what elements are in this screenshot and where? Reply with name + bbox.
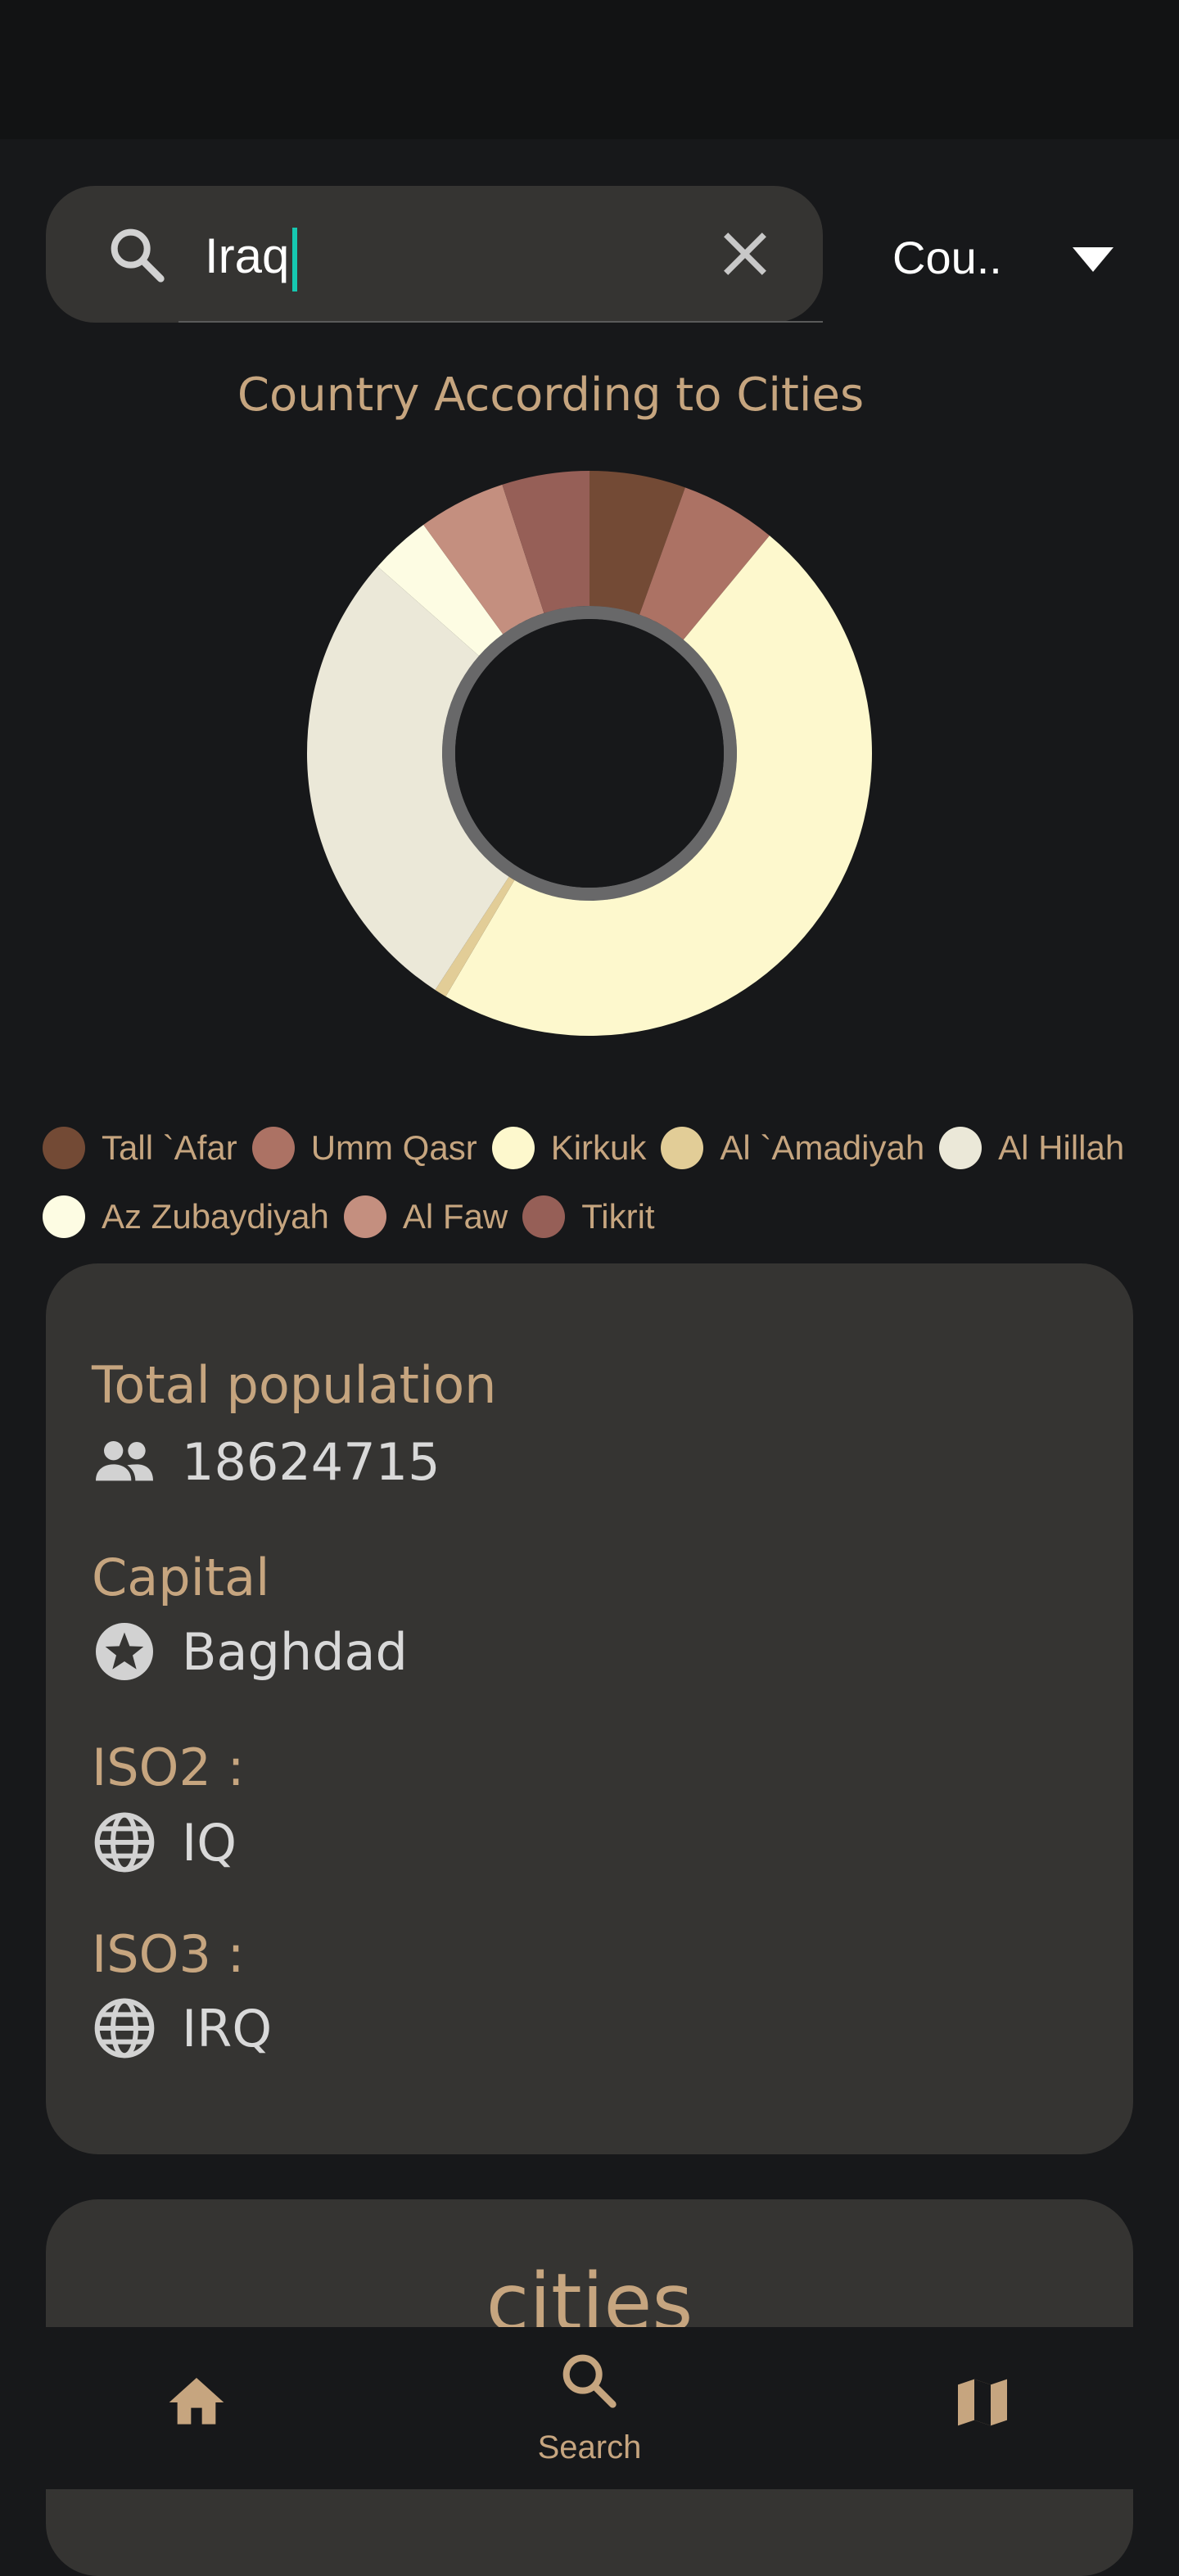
legend-item: Al Hillah — [939, 1114, 1124, 1182]
close-icon[interactable] — [712, 221, 778, 287]
pie-slice — [435, 876, 515, 997]
legend-item: Tikrit — [522, 1182, 655, 1251]
legend-label: Al `Amadiyah — [720, 1128, 925, 1167]
home-icon — [169, 2378, 224, 2425]
legend-label: Tikrit — [581, 1197, 655, 1236]
iso3-row: IRQ — [92, 1991, 272, 2065]
legend-label: Umm Qasr — [310, 1128, 477, 1167]
pie-slice — [639, 487, 770, 640]
country-info-card — [46, 1263, 1133, 2154]
search-text: Iraq — [205, 228, 290, 283]
legend-swatch — [343, 1195, 386, 1238]
legend-swatch — [251, 1127, 295, 1169]
legend-swatch — [43, 1127, 85, 1169]
search-field-value[interactable]: Iraq — [205, 219, 298, 293]
capital-label: Capital — [92, 1548, 270, 1607]
donut-hole — [455, 619, 724, 888]
text-caret — [292, 228, 298, 292]
iso2-row: IQ — [92, 1805, 237, 1879]
arrow-drop-down-icon — [1073, 247, 1114, 272]
pie-slice — [423, 484, 544, 635]
donut-inner-ring — [442, 606, 737, 901]
filter-selected-value: Cou.. — [892, 232, 1002, 283]
legend-label: Tall `Afar — [102, 1128, 237, 1167]
legend-label: Al Hillah — [998, 1128, 1125, 1167]
legend-swatch — [522, 1195, 566, 1238]
legend-label: Az Zubaydiyah — [102, 1197, 329, 1236]
filter-dropdown[interactable]: Cou.. — [876, 221, 1114, 295]
capital-value: Baghdad — [182, 1621, 408, 1682]
star-circle-icon — [96, 1623, 153, 1680]
legend-item: Al Faw — [343, 1182, 508, 1251]
legend-swatch — [661, 1127, 704, 1169]
pie-slice — [502, 471, 590, 613]
nav-search[interactable]: Search — [508, 2327, 671, 2489]
legend-item: Az Zubaydiyah — [43, 1182, 329, 1251]
search-input[interactable] — [46, 186, 823, 323]
nav-home[interactable] — [115, 2327, 278, 2489]
nav-map[interactable] — [901, 2327, 1064, 2489]
iso2-value: IQ — [182, 1812, 237, 1873]
iso3-value: IRQ — [182, 1998, 273, 2059]
pie-slice — [445, 536, 873, 1036]
legend-swatch — [43, 1195, 85, 1238]
chart-legend: Tall `Afar Umm Qasr Kirkuk Al `Amadiyah Al H… — [43, 1114, 1156, 1251]
pie-slice — [590, 471, 685, 615]
search-icon — [562, 2354, 617, 2408]
search-icon — [111, 228, 165, 282]
donut-chart — [307, 471, 873, 1036]
legend-label: Al Faw — [402, 1197, 508, 1236]
nav-search-label: Search — [537, 2429, 642, 2465]
pie-slice — [377, 524, 504, 656]
population-label: Total population — [92, 1355, 497, 1415]
people-icon — [96, 1441, 153, 1481]
iso2-label: ISO2 : — [92, 1738, 245, 1797]
legend-label: Kirkuk — [550, 1128, 647, 1167]
population-value: 18624715 — [182, 1431, 440, 1492]
pie-slice — [307, 566, 509, 990]
legend-swatch — [939, 1127, 982, 1169]
iso3-label: ISO3 : — [92, 1924, 245, 1984]
legend-item: Tall `Afar — [43, 1114, 237, 1182]
capital-row: Baghdad — [92, 1615, 408, 1688]
search-underline — [178, 321, 823, 323]
globe-icon — [94, 1812, 155, 1873]
legend-item: Umm Qasr — [251, 1114, 477, 1182]
legend-item: Kirkuk — [491, 1114, 647, 1182]
status-bar — [0, 0, 1179, 139]
population-row: 18624715 — [92, 1425, 440, 1498]
legend-swatch — [491, 1127, 535, 1169]
legend-item: Al `Amadiyah — [661, 1114, 924, 1182]
map-icon — [958, 2379, 1007, 2426]
globe-icon — [94, 1998, 155, 2059]
chart-title: Country According to Cities — [237, 368, 865, 422]
bottom-navigation: Search — [0, 2327, 1179, 2489]
